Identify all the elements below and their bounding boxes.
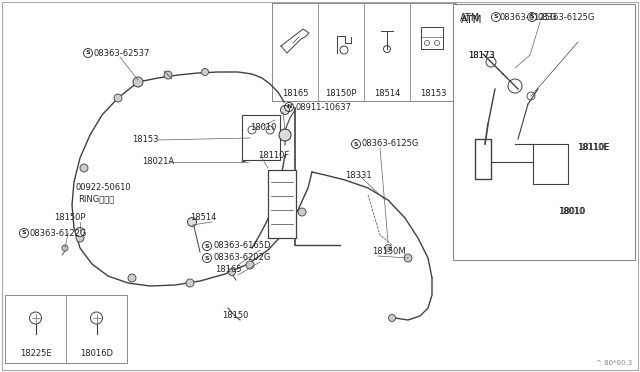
Text: S: S [205,256,209,260]
Circle shape [133,77,143,87]
Text: 18010: 18010 [250,124,276,132]
Text: 08363-6125G: 08363-6125G [538,13,595,22]
Circle shape [279,129,291,141]
Text: 18514: 18514 [374,89,400,97]
Circle shape [280,106,289,115]
Text: 18173: 18173 [468,51,495,60]
Text: 08363-6125G: 08363-6125G [362,140,419,148]
Text: S: S [22,231,26,235]
Circle shape [404,254,412,262]
Circle shape [76,228,84,237]
Text: 18173: 18173 [468,51,495,60]
Text: 18514: 18514 [190,214,216,222]
Text: 18010: 18010 [559,208,586,217]
Text: S: S [205,244,209,248]
Text: 18150P: 18150P [54,214,86,222]
Text: S: S [530,15,534,19]
Text: 18331: 18331 [345,171,372,180]
Circle shape [246,261,254,269]
Text: S: S [354,141,358,147]
Text: RINGリング: RINGリング [78,195,115,203]
Circle shape [128,274,136,282]
Bar [242,115,280,160]
Text: S: S [493,15,499,19]
Text: 18153: 18153 [132,135,159,144]
Text: 18016D: 18016D [80,349,113,357]
Text: 08363-6125G: 08363-6125G [500,13,557,22]
Text: 18150: 18150 [222,311,248,321]
Bar [272,3,456,101]
Text: ATM: ATM [461,15,483,25]
Text: 18110E: 18110E [578,144,610,153]
Circle shape [388,314,396,321]
Bar [268,170,296,238]
Text: 18165: 18165 [215,266,241,275]
Text: 18225E: 18225E [20,349,51,357]
Text: 18110E: 18110E [577,144,609,153]
Text: 08363-6165D: 08363-6165D [213,241,271,250]
Text: ATM: ATM [460,13,480,23]
Text: 18153: 18153 [420,89,446,97]
Circle shape [298,208,306,216]
Circle shape [76,234,84,242]
Bar [453,4,635,260]
Text: 08363-6122G: 08363-6122G [30,228,88,237]
Circle shape [228,269,236,276]
Bar [5,295,127,363]
Text: 18110F: 18110F [258,151,289,160]
Text: 18150P: 18150P [325,89,356,97]
Text: N: N [286,105,292,109]
Circle shape [385,244,392,251]
Text: 18010: 18010 [558,208,584,217]
Text: 18021A: 18021A [142,157,174,167]
Circle shape [80,164,88,172]
Text: 18165: 18165 [282,89,308,97]
Circle shape [114,94,122,102]
Text: 08363-62537: 08363-62537 [94,48,150,58]
Text: 18150M: 18150M [372,247,406,257]
Bar [421,27,443,49]
Circle shape [164,71,172,79]
Text: 08911-10637: 08911-10637 [295,103,351,112]
Text: 08363-6202G: 08363-6202G [213,253,270,263]
Text: S: S [86,51,90,55]
Text: 00922-50610: 00922-50610 [76,183,132,192]
Circle shape [202,68,209,76]
Circle shape [186,279,194,287]
Circle shape [188,218,196,227]
Circle shape [62,245,68,251]
Text: ^ 80*00.3: ^ 80*00.3 [596,360,632,366]
